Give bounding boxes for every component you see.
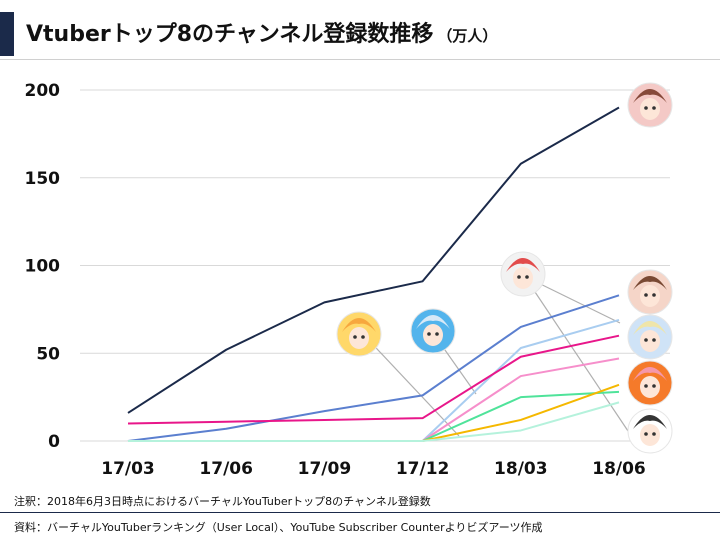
x-tick-label: 18/06 — [592, 459, 646, 479]
y-tick-label: 100 — [25, 257, 61, 277]
chart-title: Vtuberトップ8のチャンネル登録数推移 （万人） — [26, 16, 497, 48]
series-lines — [127, 106, 620, 442]
leader-line — [361, 332, 460, 437]
y-axis-ticks: 0 50 100 150 200 — [25, 81, 61, 452]
gridlines — [80, 89, 670, 442]
series-line-2 — [127, 294, 620, 442]
title-accent-bar — [0, 12, 14, 56]
y-tick-label: 150 — [25, 169, 61, 189]
avatar-vtuber-6 — [336, 311, 382, 357]
avatar-vtuber-8 — [500, 251, 546, 297]
chart-title-unit: （万人） — [437, 27, 498, 45]
series-line-4 — [127, 334, 620, 425]
source-note: 資料：バーチャルYouTuberランキング（User Local）、YouTub… — [14, 521, 543, 534]
avatar-vtuber-1 — [627, 82, 673, 128]
avatar-vtuber-3 — [627, 314, 673, 360]
footer-divider — [0, 512, 720, 513]
x-tick-label: 17/12 — [396, 459, 450, 479]
y-tick-label: 0 — [48, 432, 60, 452]
series-line-8 — [128, 401, 620, 442]
y-tick-label: 200 — [25, 81, 61, 101]
x-axis-ticks: 17/03 17/06 17/09 17/12 18/03 18/06 — [101, 459, 646, 479]
title-divider — [0, 59, 720, 60]
series-line-6 — [128, 390, 620, 442]
footnote: 注釈：2018年6月3日時点におけるバーチャルYouTuberトップ8のチャンネ… — [14, 495, 431, 508]
series-line-1 — [127, 106, 620, 414]
x-tick-label: 18/03 — [494, 459, 548, 479]
leader-line — [526, 279, 629, 432]
y-tick-label: 50 — [36, 344, 60, 364]
avatar-vtuber-4 — [627, 360, 673, 406]
line-chart: 0 50 100 150 200 17/03 17/06 17/09 17/12 18/03 18… — [25, 81, 673, 479]
x-tick-label: 17/06 — [199, 459, 253, 479]
series-line-5 — [128, 357, 620, 442]
avatar-vtuber-5 — [627, 408, 673, 454]
avatar-vtuber-7 — [410, 308, 456, 354]
x-tick-label: 17/09 — [298, 459, 352, 479]
avatar-vtuber-2 — [627, 269, 673, 315]
chart-title-text: Vtuberトップ8のチャンネル登録数推移 — [26, 22, 434, 47]
avatar-markers — [336, 82, 673, 454]
x-tick-label: 17/03 — [101, 459, 155, 479]
